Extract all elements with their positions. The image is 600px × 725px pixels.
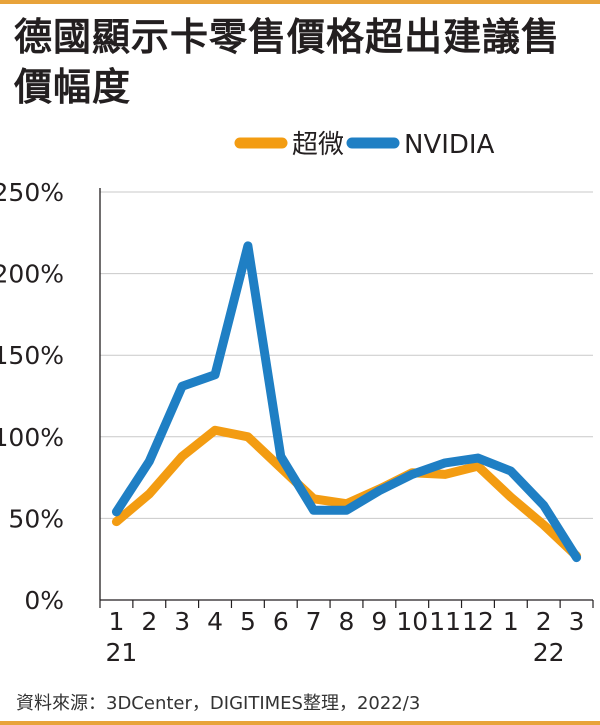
data-point — [410, 472, 415, 477]
data-point — [377, 488, 382, 493]
legend-label: NVIDIA — [404, 130, 495, 160]
data-point — [443, 472, 448, 477]
series-line — [111, 425, 582, 561]
data-point — [508, 495, 513, 500]
y-tick-label: 0% — [24, 586, 64, 615]
data-point — [114, 509, 119, 514]
data-point — [475, 464, 480, 469]
x-tick-label: 7 — [306, 607, 322, 636]
x-tick-label: 12 — [462, 607, 494, 636]
data-point — [180, 384, 185, 389]
data-point — [443, 460, 448, 465]
y-tick-label: 50% — [8, 504, 64, 533]
data-point — [278, 454, 283, 459]
data-point — [245, 243, 250, 248]
data-point — [574, 555, 579, 560]
data-point — [213, 372, 218, 377]
data-point — [541, 503, 546, 508]
data-point — [344, 508, 349, 513]
x-tick-label: 1 — [503, 607, 519, 636]
data-point — [114, 519, 119, 524]
x-tick-label: 3 — [569, 607, 585, 636]
y-tick-label: 100% — [0, 423, 64, 452]
data-point — [147, 491, 152, 496]
data-point — [508, 469, 513, 474]
data-point — [475, 456, 480, 461]
x-tick-label: 4 — [207, 607, 223, 636]
x-tick-label: 2 — [536, 607, 552, 636]
x-year-label: 21 — [105, 638, 137, 667]
x-tick-label: 6 — [273, 607, 289, 636]
x-tick-label: 3 — [174, 607, 190, 636]
x-tick-label: 8 — [339, 607, 355, 636]
x-tick-label: 10 — [396, 607, 428, 636]
x-tick-label: 1 — [108, 607, 124, 636]
x-tick-label: 2 — [141, 607, 157, 636]
top-accent-rule — [0, 0, 600, 4]
legend-label: 超微 — [292, 130, 344, 160]
data-point — [311, 496, 316, 501]
chart-title: 德國顯示卡零售價格超出建議售價幅度 — [14, 15, 561, 109]
x-year-label: 22 — [533, 638, 565, 667]
x-tick-label: 11 — [429, 607, 461, 636]
y-tick-label: 250% — [0, 178, 64, 207]
y-tick-label: 150% — [0, 341, 64, 370]
y-tick-label: 200% — [0, 260, 64, 289]
data-point — [180, 454, 185, 459]
data-point — [311, 508, 316, 513]
data-point — [213, 428, 218, 433]
bottom-accent-rule — [0, 721, 600, 725]
data-point — [245, 434, 250, 439]
data-point — [278, 465, 283, 470]
x-tick-label: 9 — [371, 607, 387, 636]
data-point — [541, 522, 546, 527]
data-point — [147, 459, 152, 464]
source-note: 資料來源：3DCenter，DIGITIMES整理，2022/3 — [16, 693, 421, 714]
x-tick-label: 5 — [240, 607, 256, 636]
